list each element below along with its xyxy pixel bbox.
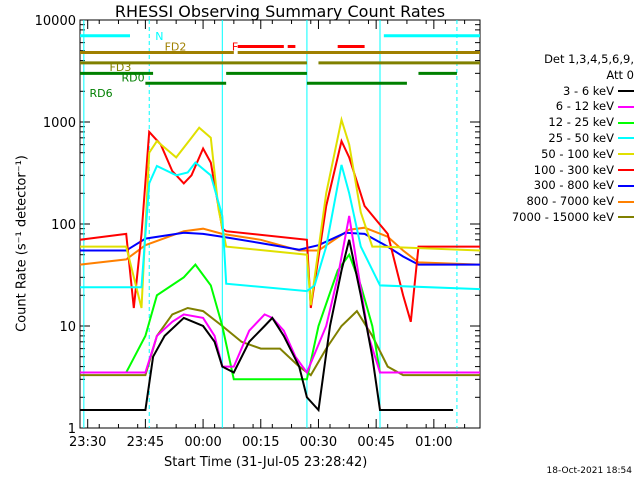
series-line: [80, 215, 480, 375]
legend-label: 100 - 300 keV: [533, 162, 614, 177]
y-tick-label: 10000: [35, 14, 76, 29]
legend-label: 12 - 25 keV: [548, 115, 614, 130]
x-tick-label: 00:15: [242, 435, 279, 450]
flag-label-f: F: [232, 40, 238, 53]
x-axis-label: Start Time (31-Jul-05 23:28:42): [164, 455, 368, 470]
axis-ticks: 23:30 23:45 00:00 00:15 00:30 00:45 01:00 1 10 10…: [35, 14, 480, 450]
legend-swatch: [618, 184, 634, 187]
flag-label-fd2: FD2: [165, 41, 187, 54]
legend-item: 12 - 25 keV: [512, 115, 634, 131]
flag-label-rd0: RD0: [122, 71, 145, 84]
legend-item: 3 - 6 keV: [512, 84, 634, 100]
legend-item: 25 - 50 keV: [512, 131, 634, 147]
series-line: [79, 129, 480, 323]
legend-swatch: [618, 216, 634, 219]
legend-item: 50 - 100 keV: [512, 147, 634, 163]
x-tick-label: 00:30: [300, 435, 337, 450]
y-tick-label: 10: [59, 320, 76, 335]
legend-label: 800 - 7000 keV: [526, 194, 614, 209]
legend-item: 6 - 12 keV: [512, 99, 634, 115]
legend-label: 3 - 6 keV: [563, 83, 614, 98]
y-tick-label: 100: [51, 218, 76, 233]
chart-title: RHESSI Observing Summary Count Rates: [114, 2, 446, 21]
legend-swatch: [618, 137, 634, 140]
y-axis-label: Count Rate (s⁻¹ detector⁻¹): [14, 155, 30, 332]
flag-label-n: N: [155, 30, 163, 43]
timestamp: 18-Oct-2021 18:54: [546, 466, 632, 476]
legend-label: 6 - 12 keV: [555, 99, 614, 114]
legend-item: 7000 - 15000 keV: [512, 210, 634, 226]
legend-header-1: Det 1,3,4,5,6,9,: [544, 52, 634, 66]
legend-item: 800 - 7000 keV: [512, 194, 634, 210]
series-lines: [79, 115, 481, 413]
series-line: [80, 306, 480, 377]
legend-item: 300 - 800 keV: [512, 178, 634, 194]
x-tick-label: 00:00: [184, 435, 221, 450]
x-tick-label: 01:00: [415, 435, 452, 450]
legend-label: 25 - 50 keV: [548, 130, 614, 145]
legend-label: 50 - 100 keV: [541, 146, 614, 161]
legend-swatch: [618, 121, 634, 124]
series-line: [80, 252, 480, 381]
x-tick-label: 23:30: [69, 435, 106, 450]
legend-swatch: [618, 153, 634, 156]
legend: Det 1,3,4,5,6,9, Att 0 3 - 6 keV 6 - 12 k…: [512, 52, 634, 226]
flag-label-rd6: RD6: [90, 87, 113, 100]
legend-swatch: [618, 169, 634, 172]
x-tick-label: 23:45: [127, 435, 164, 450]
legend-label: 300 - 800 keV: [533, 178, 614, 193]
series-line: [80, 115, 481, 309]
legend-swatch: [618, 200, 634, 203]
legend-swatch: [618, 90, 634, 93]
flag-label-fd3: FD3: [110, 61, 132, 74]
series-line: [80, 239, 454, 413]
series-line: [80, 231, 480, 266]
legend-header-2: Att 0: [606, 67, 634, 82]
y-tick-label: 1000: [43, 116, 76, 131]
series-line: [80, 161, 481, 293]
x-tick-label: 00:45: [357, 435, 394, 450]
legend-swatch: [618, 105, 634, 108]
y-tick-label: 1: [68, 422, 76, 437]
legend-items: 3 - 6 keV 6 - 12 keV 12 - 25 keV 25 - 50 ke…: [512, 84, 634, 226]
legend-item: 100 - 300 keV: [512, 163, 634, 179]
legend-label: 7000 - 15000 keV: [511, 209, 614, 224]
